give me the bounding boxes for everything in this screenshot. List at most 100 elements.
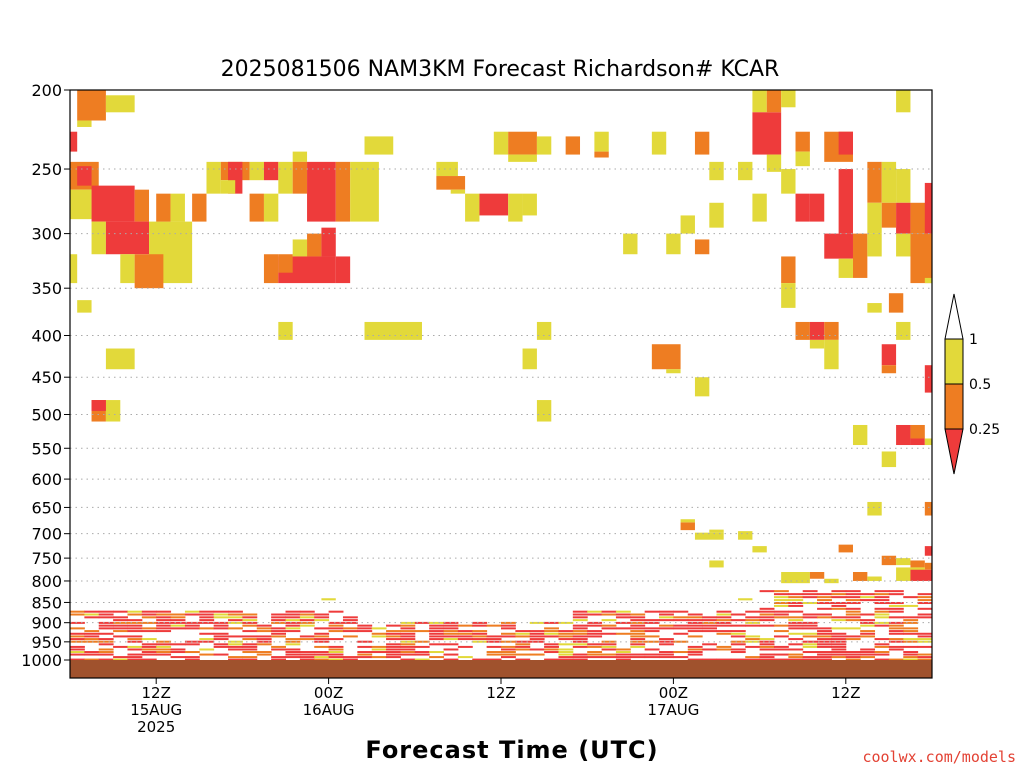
ri-cell: [213, 632, 229, 635]
ri-cell: [888, 658, 904, 661]
ri-cell: [709, 529, 724, 533]
ri-cell: [508, 154, 537, 162]
ri-cell: [702, 619, 717, 622]
ri-cell: [443, 635, 459, 638]
ri-cell: [659, 638, 674, 641]
ri-cell: [817, 627, 832, 630]
ri-cell: [493, 131, 509, 155]
ri-cell: [845, 607, 861, 610]
ri-cell: [321, 598, 336, 601]
ri-cell: [184, 656, 200, 659]
credit-text: coolwx.com/models: [862, 748, 1016, 766]
ri-cell: [572, 632, 588, 635]
ri-cell: [572, 610, 588, 613]
ri-cell: [630, 619, 646, 622]
y-tick-label: 1000: [21, 651, 62, 670]
ri-cell: [903, 658, 919, 661]
ri-cell: [299, 658, 315, 661]
ri-cell: [788, 610, 804, 613]
ri-cell: [213, 645, 229, 648]
ri-cell: [659, 616, 674, 619]
ri-cell: [831, 619, 847, 622]
ri-cell: [342, 621, 358, 624]
ri-cell: [156, 610, 172, 613]
ri-cell: [601, 627, 617, 630]
ri-cell: [228, 619, 243, 622]
ri-cell: [321, 227, 336, 257]
ri-cell: [328, 621, 344, 624]
ri-cell: [924, 438, 932, 446]
ri-cell: [70, 189, 92, 220]
ri-cell: [141, 658, 157, 661]
ri-cell: [917, 596, 932, 599]
ri-cell: [84, 610, 100, 613]
ri-cell: [98, 638, 114, 641]
x-tick-label: 12Z: [486, 684, 515, 702]
ri-cell: [788, 624, 804, 627]
pressure-gridlines: [70, 168, 932, 643]
ri-cell: [802, 602, 818, 605]
ri-cell: [141, 648, 157, 651]
ri-cell: [271, 613, 286, 616]
ri-cell: [630, 643, 646, 646]
ri-cell: [436, 176, 466, 190]
ri-cell: [924, 365, 932, 393]
ri-cell: [773, 616, 789, 619]
ri-cell: [867, 202, 882, 234]
ri-cell: [400, 635, 416, 638]
ri-cell: [773, 653, 789, 656]
ri-cell: [70, 627, 85, 630]
ri-cell: [788, 593, 804, 596]
ri-cell: [594, 131, 609, 152]
ri-cell: [615, 616, 631, 619]
ri-cell: [342, 616, 358, 619]
ri-cell: [134, 254, 164, 289]
ri-cell: [788, 619, 804, 622]
ri-cell: [386, 630, 401, 633]
ri-cell: [98, 643, 114, 646]
ri-cell: [228, 635, 243, 638]
ri-cell: [802, 621, 818, 624]
ground-band: [70, 660, 932, 678]
ri-cell: [522, 193, 537, 216]
y-tick-label: 400: [31, 326, 62, 345]
ri-cell: [184, 627, 200, 630]
ri-cell: [831, 616, 847, 619]
ri-cell: [141, 630, 157, 633]
ri-cell: [263, 254, 279, 284]
ri-cell: [730, 632, 746, 635]
ri-cell: [98, 621, 114, 624]
ri-cell: [271, 658, 286, 661]
ri-cell: [77, 120, 92, 127]
ri-cell: [888, 624, 904, 627]
ri-cell: [572, 658, 588, 661]
ri-cell: [587, 613, 603, 616]
ri-cell: [342, 658, 358, 661]
ri-cell: [730, 624, 746, 627]
ri-cell: [644, 630, 660, 633]
ri-cell: [328, 627, 344, 630]
ri-cell: [127, 630, 143, 633]
ri-cell: [113, 658, 128, 661]
ri-cell: [486, 645, 502, 648]
ri-cell: [759, 624, 775, 627]
ri-cell: [917, 602, 932, 605]
ri-cell: [759, 616, 775, 619]
ri-cell: [644, 656, 660, 659]
ri-cell: [357, 630, 373, 633]
ri-cell: [572, 627, 588, 630]
ri-cell: [745, 638, 761, 641]
ri-cell: [845, 619, 861, 622]
ri-cell: [515, 643, 531, 646]
ri-cell: [285, 613, 301, 616]
ri-cell: [113, 627, 128, 630]
ri-cell: [501, 640, 516, 643]
ri-cell: [802, 658, 818, 661]
ri-cell: [773, 658, 789, 661]
ri-cell: [91, 221, 106, 255]
ri-cell: [773, 648, 789, 651]
ri-cell: [515, 632, 531, 635]
ri-cell: [70, 640, 85, 643]
ri-cell: [680, 215, 695, 234]
